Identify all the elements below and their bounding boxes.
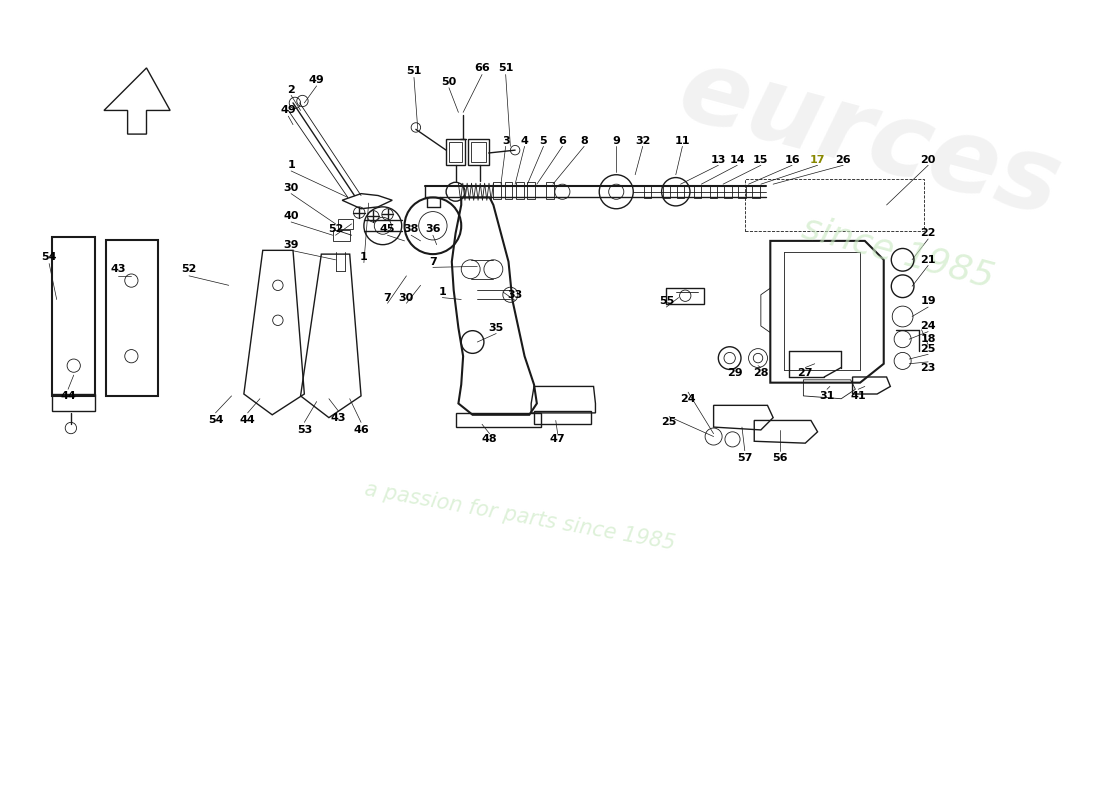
Text: 24: 24 xyxy=(680,394,696,404)
Text: 32: 32 xyxy=(635,136,650,146)
Text: 26: 26 xyxy=(835,154,851,165)
Text: since 1985: since 1985 xyxy=(799,210,998,294)
Text: 53: 53 xyxy=(297,425,312,435)
Text: 1: 1 xyxy=(439,287,447,297)
Text: 44: 44 xyxy=(60,391,76,401)
Text: 6: 6 xyxy=(559,136,566,146)
Text: 50: 50 xyxy=(441,77,456,87)
Text: 54: 54 xyxy=(42,252,57,262)
Text: 22: 22 xyxy=(921,228,936,238)
Text: 13: 13 xyxy=(711,154,726,165)
Bar xyxy=(547,182,554,199)
Bar xyxy=(447,139,465,166)
Bar xyxy=(752,185,760,198)
Text: 24: 24 xyxy=(921,321,936,331)
Text: 51: 51 xyxy=(498,63,514,73)
Bar xyxy=(516,182,524,199)
Bar xyxy=(468,139,488,166)
Text: 35: 35 xyxy=(488,323,504,333)
Text: 4: 4 xyxy=(520,136,528,146)
Text: 5: 5 xyxy=(540,136,548,146)
Text: 3: 3 xyxy=(502,136,509,146)
Text: 36: 36 xyxy=(425,224,441,234)
Text: 45: 45 xyxy=(379,224,395,234)
Bar xyxy=(52,237,95,396)
Bar xyxy=(471,142,486,162)
Text: 52: 52 xyxy=(182,264,197,274)
Text: 41: 41 xyxy=(850,391,866,401)
Text: 1: 1 xyxy=(360,252,367,262)
Text: 44: 44 xyxy=(240,415,255,426)
Bar xyxy=(332,230,350,241)
Text: 7: 7 xyxy=(384,293,392,302)
Bar xyxy=(745,179,924,231)
Text: 66: 66 xyxy=(474,63,490,73)
Text: 16: 16 xyxy=(784,154,800,165)
Bar xyxy=(505,182,513,199)
Bar xyxy=(738,185,746,198)
Text: 48: 48 xyxy=(482,434,497,444)
Text: 30: 30 xyxy=(284,183,299,193)
Bar xyxy=(494,182,501,199)
Text: 31: 31 xyxy=(820,391,835,401)
Text: 19: 19 xyxy=(921,296,936,306)
Text: 33: 33 xyxy=(507,290,522,300)
Bar xyxy=(662,185,670,198)
Text: 14: 14 xyxy=(729,154,745,165)
Bar xyxy=(339,219,352,229)
Text: 47: 47 xyxy=(550,434,565,444)
Text: 46: 46 xyxy=(353,425,369,435)
Text: 27: 27 xyxy=(798,368,813,378)
Text: 40: 40 xyxy=(284,211,299,222)
Text: 54: 54 xyxy=(208,415,223,426)
Bar xyxy=(644,185,651,198)
Bar xyxy=(106,240,157,396)
Text: 55: 55 xyxy=(659,296,674,306)
Text: 18: 18 xyxy=(921,334,936,344)
Text: 52: 52 xyxy=(328,224,343,234)
Text: a passion for parts since 1985: a passion for parts since 1985 xyxy=(363,480,676,554)
Text: 23: 23 xyxy=(921,362,936,373)
Bar xyxy=(527,182,535,199)
Text: 7: 7 xyxy=(429,257,437,266)
Bar xyxy=(52,394,95,411)
Bar xyxy=(455,413,540,427)
Text: 25: 25 xyxy=(921,344,936,354)
Text: 9: 9 xyxy=(613,136,620,146)
Bar xyxy=(724,185,732,198)
Text: 38: 38 xyxy=(404,224,419,234)
Text: 49: 49 xyxy=(280,106,296,115)
Text: 57: 57 xyxy=(737,454,752,463)
Text: 25: 25 xyxy=(661,418,676,427)
Bar xyxy=(676,185,684,198)
Bar xyxy=(449,142,462,162)
Text: 11: 11 xyxy=(674,136,690,146)
Text: 15: 15 xyxy=(754,154,769,165)
Text: 17: 17 xyxy=(810,154,825,165)
Text: 43: 43 xyxy=(331,413,346,422)
Text: 51: 51 xyxy=(406,66,421,76)
Text: 43: 43 xyxy=(110,264,125,274)
Text: 30: 30 xyxy=(399,293,414,302)
Bar xyxy=(710,185,717,198)
Text: 1: 1 xyxy=(287,160,295,170)
Bar xyxy=(534,411,591,424)
Text: eurces: eurces xyxy=(668,39,1071,238)
Text: 20: 20 xyxy=(921,154,936,165)
Bar xyxy=(694,185,702,198)
Text: 49: 49 xyxy=(309,75,324,86)
Text: 21: 21 xyxy=(921,254,936,265)
Text: 29: 29 xyxy=(727,368,744,378)
Text: 2: 2 xyxy=(287,85,295,94)
Text: 8: 8 xyxy=(580,136,588,146)
Text: 39: 39 xyxy=(284,240,299,250)
Text: 56: 56 xyxy=(772,454,788,463)
Text: 28: 28 xyxy=(754,368,769,378)
